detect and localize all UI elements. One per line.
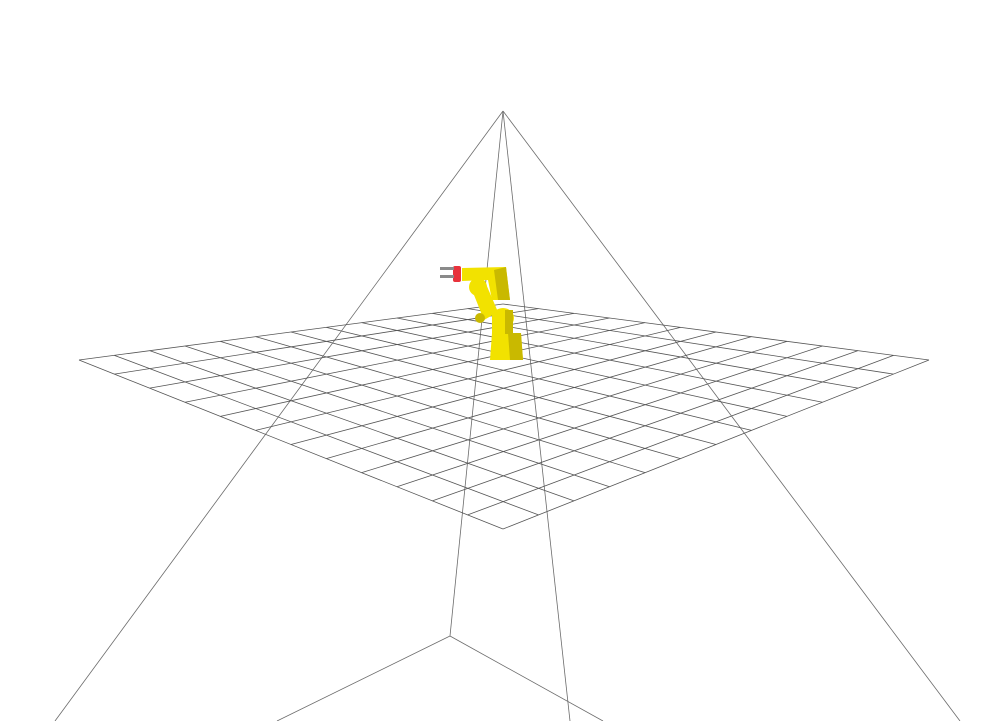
grid-line	[184, 345, 610, 488]
robot-upper-arm-shade	[494, 267, 510, 300]
camera-frustum	[54, 110, 961, 721]
robot-gripper-finger-bottom[interactable]	[440, 275, 454, 278]
robot-shoulder-shade	[505, 310, 513, 334]
frustum-edge-left	[54, 110, 504, 721]
frustum-base-left	[276, 635, 451, 721]
grid-line	[396, 345, 823, 488]
robot-base-shade	[508, 333, 523, 360]
robot-lower-joint	[475, 313, 485, 323]
grid-line	[502, 359, 930, 530]
robot-gripper-finger-top[interactable]	[440, 267, 454, 270]
grid-line	[220, 340, 646, 474]
robot-elbow-joint[interactable]	[469, 278, 487, 296]
robot-wrist-flange[interactable]	[453, 266, 461, 282]
frustum-edge-front	[449, 110, 504, 637]
grid-line	[467, 354, 894, 516]
frustum-base-right	[449, 635, 604, 721]
grid-line	[432, 350, 859, 502]
grid-line	[361, 340, 788, 474]
grid-line	[114, 354, 539, 516]
grid-line	[78, 359, 504, 530]
frustum-edge-back	[502, 110, 571, 721]
robot-arm[interactable]	[440, 266, 523, 360]
grid-line	[149, 350, 575, 502]
